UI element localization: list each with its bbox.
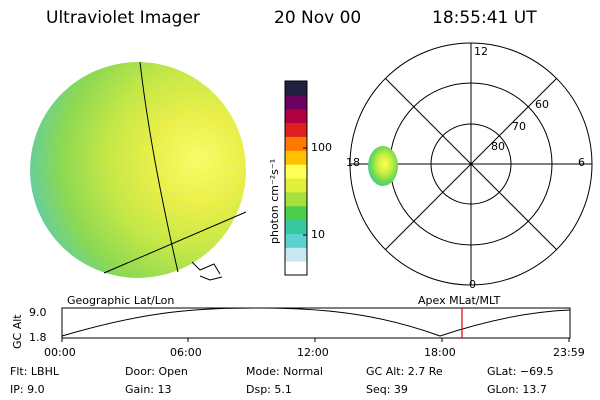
auroral-emission-patch <box>368 146 398 186</box>
instrument-title: Ultraviolet Imager <box>46 8 200 28</box>
gc-alt-top-value: 9.0 <box>29 306 47 319</box>
coastline-outline <box>191 261 223 281</box>
colorbar-cell <box>285 164 307 179</box>
time-tick-1: 06:00 <box>170 346 202 359</box>
longitude-line <box>139 61 179 273</box>
mlt-label-0: 0 <box>469 278 476 291</box>
lat-label-70: 70 <box>512 120 526 133</box>
mlt-label-6: 6 <box>578 156 585 169</box>
time-tick-2: 12:00 <box>297 346 329 359</box>
dsp-value: Dsp: 5.1 <box>246 383 292 396</box>
colorbar-cell <box>285 261 307 276</box>
time-tick-3: 18:00 <box>424 346 456 359</box>
colorbar-cell <box>285 233 307 248</box>
mlt-label-12: 12 <box>474 45 488 58</box>
gc-alt-trace <box>61 307 571 337</box>
lat-label-60: 60 <box>535 98 549 111</box>
colorbar-cell <box>285 191 307 207</box>
colorbar-cell <box>285 81 307 96</box>
colorbar-cell <box>285 122 307 137</box>
time-tick-4: 23:59 <box>553 346 585 359</box>
colorbar-cell <box>285 178 307 193</box>
filter-value: Flt: LBHL <box>10 365 59 378</box>
apex-coord-title: Apex MLat/MLT <box>418 294 501 307</box>
colorbar-cell <box>285 108 307 124</box>
glon-value: GLon: 13.7 <box>487 383 547 396</box>
geographic-coord-title: Geographic Lat/Lon <box>67 294 175 307</box>
ip-value: IP: 9.0 <box>10 383 45 396</box>
colorbar-cell <box>285 205 307 221</box>
colorbar-cell <box>285 94 307 110</box>
mlt-label-18: 18 <box>346 156 360 169</box>
mode-value: Mode: Normal <box>246 365 323 378</box>
gain-value: Gain: 13 <box>125 383 172 396</box>
gc-alt-value: GC Alt: 2.7 Re <box>366 365 443 378</box>
colorbar-cell <box>285 136 307 151</box>
observation-time: 18:55:41 UT <box>432 8 537 28</box>
time-tick-0: 00:00 <box>44 346 76 359</box>
observation-date: 20 Nov 00 <box>274 8 362 28</box>
gc-alt-bottom-value: 1.8 <box>29 331 47 344</box>
colorbar-cell <box>285 247 307 262</box>
latitude-line <box>103 211 247 274</box>
colorbar-cell <box>285 219 307 234</box>
sequence-value: Seq: 39 <box>366 383 408 396</box>
lat-label-80: 80 <box>491 140 505 153</box>
colorbar-tick-10: 10 <box>311 228 325 241</box>
glat-value: GLat: −69.5 <box>487 365 554 378</box>
colorbar-tick-100: 100 <box>311 141 332 154</box>
colorbar-cell <box>285 150 307 165</box>
door-status: Door: Open <box>125 365 188 378</box>
